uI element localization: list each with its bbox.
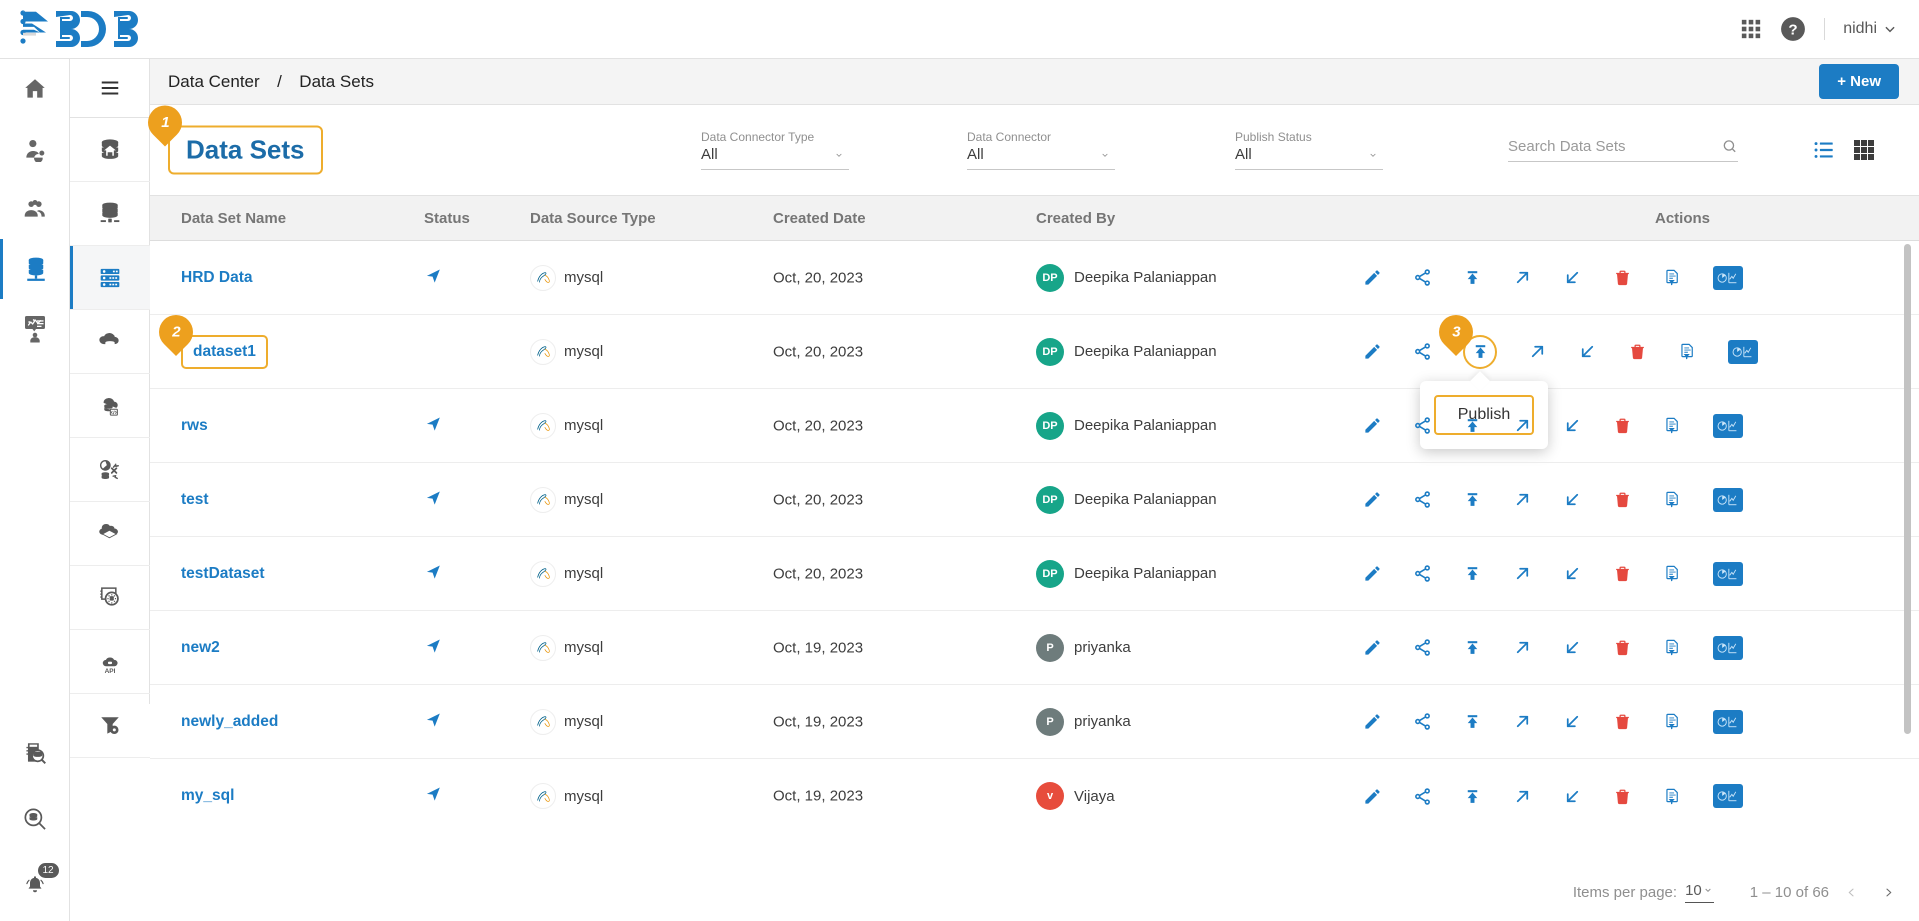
svg-text:?: ? bbox=[1789, 21, 1798, 38]
svg-text:API: API bbox=[105, 668, 116, 675]
